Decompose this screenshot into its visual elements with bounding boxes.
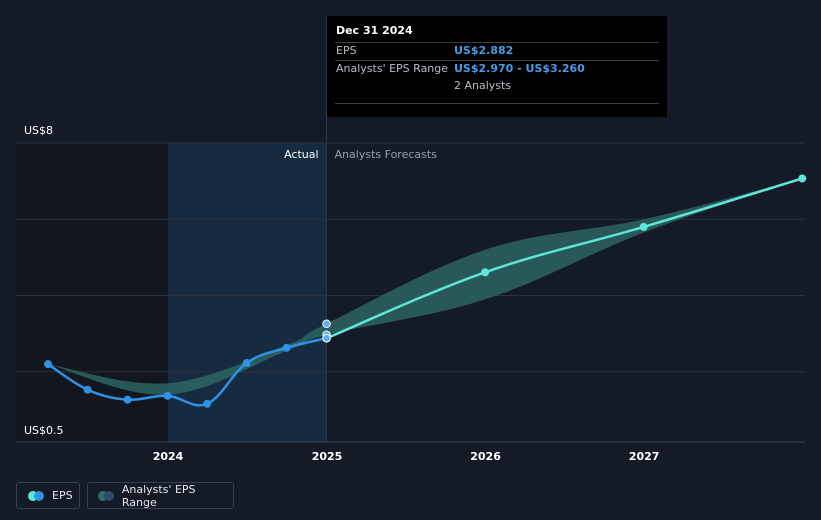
forecast-label: Analysts Forecasts <box>335 148 438 161</box>
eps-actual-point <box>203 399 212 408</box>
legend-eps-range[interactable]: Analysts' EPS Range <box>87 482 234 509</box>
tooltip-range-row: Analysts' EPS Range US$2.970 - US$3.260 <box>335 60 659 78</box>
actual-label: Actual <box>284 148 318 161</box>
eps-forecast-point <box>639 222 648 231</box>
eps-hover-marker <box>322 333 331 343</box>
tooltip-eps-label: EPS <box>336 44 357 57</box>
x-axis-tick-label: 2025 <box>312 450 343 463</box>
tooltip-eps-row: EPS US$2.882 <box>335 42 659 60</box>
x-axis-tick-label: 2026 <box>470 450 501 463</box>
eps-actual-point <box>163 391 172 400</box>
tooltip-date: Dec 31 2024 <box>336 24 413 37</box>
eps-actual-point <box>123 395 132 404</box>
eps-forecast-point <box>798 174 807 183</box>
tooltip-eps-value: US$2.882 <box>454 44 514 57</box>
actual-shade <box>168 143 327 442</box>
legend-range-label: Analysts' EPS Range <box>121 482 196 509</box>
y-axis-top-label: US$8 <box>24 124 53 137</box>
tooltip-panel: Dec 31 2024 EPS US$2.882 Analysts' EPS R… <box>327 16 667 117</box>
tooltip-analysts-count: 2 Analysts <box>454 79 512 92</box>
y-axis-bottom-label: US$0.5 <box>24 424 64 437</box>
eps-forecast-line <box>326 177 803 340</box>
tooltip-divider <box>335 103 659 104</box>
x-axis-tick-label: 2024 <box>153 450 184 463</box>
legend-eps[interactable]: EPS <box>16 482 80 509</box>
eps-range-legend-icon <box>98 490 114 501</box>
tooltip-range-label: Analysts' EPS Range <box>336 62 449 75</box>
tooltip-range-value: US$2.970 - US$3.260 <box>454 62 585 75</box>
tooltip-analysts-row: 2 Analysts <box>335 78 659 95</box>
eps-actual-point <box>282 343 291 352</box>
eps-forecast-point <box>481 268 490 277</box>
eps-actual-point <box>242 359 251 368</box>
eps-actual-point <box>44 360 53 369</box>
eps-legend-icon <box>28 490 44 501</box>
eps-actual-point <box>83 385 92 394</box>
legend-eps-label: EPS <box>52 489 73 502</box>
eps-range-band <box>48 178 803 395</box>
eps-hover-marker <box>322 319 331 329</box>
x-axis-tick-label: 2027 <box>629 450 660 463</box>
